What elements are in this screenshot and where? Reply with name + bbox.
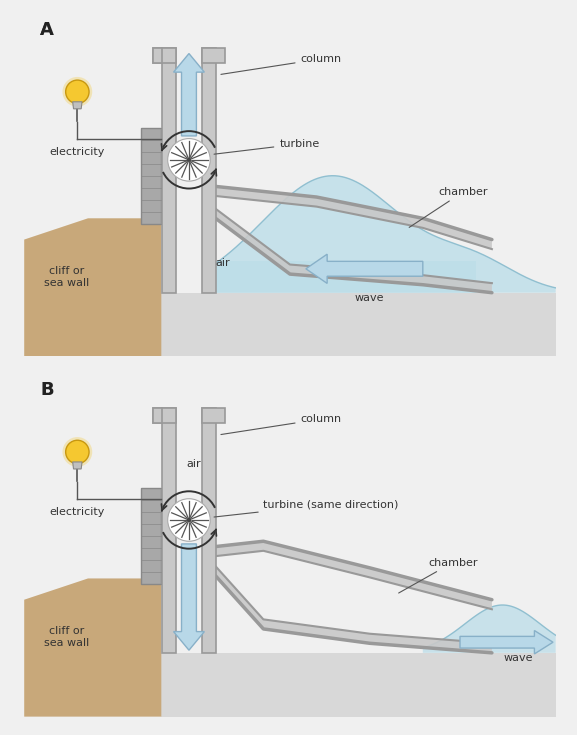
Polygon shape [203, 409, 225, 423]
Text: air: air [186, 459, 201, 469]
Bar [141, 488, 162, 584]
Text: cliff or
sea wall: cliff or sea wall [44, 266, 89, 287]
Bar [162, 409, 175, 653]
Polygon shape [73, 462, 82, 469]
Circle shape [66, 80, 89, 104]
Text: electricity: electricity [50, 507, 105, 517]
Polygon shape [153, 49, 175, 63]
Polygon shape [153, 49, 162, 63]
Polygon shape [162, 653, 556, 717]
Circle shape [168, 139, 210, 181]
Polygon shape [153, 409, 162, 423]
Polygon shape [162, 293, 556, 356]
Text: wave: wave [355, 293, 384, 303]
Text: turbine (same direction): turbine (same direction) [214, 499, 399, 517]
Polygon shape [153, 409, 175, 423]
Text: column: column [221, 414, 342, 434]
Polygon shape [203, 49, 225, 63]
Circle shape [168, 499, 210, 541]
Circle shape [62, 77, 92, 107]
Circle shape [187, 158, 191, 162]
Text: B: B [40, 381, 54, 399]
Text: A: A [40, 21, 53, 39]
Circle shape [66, 440, 89, 464]
Polygon shape [24, 578, 162, 717]
Text: column: column [221, 54, 342, 74]
Bar [141, 128, 162, 223]
Polygon shape [73, 102, 82, 109]
Text: turbine: turbine [214, 139, 320, 154]
Text: A: A [40, 21, 54, 39]
FancyArrow shape [174, 544, 204, 650]
Bar [203, 49, 216, 293]
Text: B: B [40, 381, 53, 399]
Text: chamber: chamber [399, 558, 478, 593]
FancyArrow shape [460, 631, 553, 654]
Bar [162, 49, 175, 293]
Text: wave: wave [504, 653, 533, 663]
Circle shape [187, 518, 191, 522]
Text: electricity: electricity [50, 147, 105, 157]
FancyArrow shape [306, 254, 423, 284]
FancyArrow shape [174, 54, 204, 136]
Text: chamber: chamber [409, 187, 488, 227]
Polygon shape [24, 218, 162, 356]
Circle shape [62, 437, 92, 467]
Text: cliff or
sea wall: cliff or sea wall [44, 626, 89, 648]
Bar [203, 409, 216, 653]
Text: air: air [216, 259, 230, 268]
